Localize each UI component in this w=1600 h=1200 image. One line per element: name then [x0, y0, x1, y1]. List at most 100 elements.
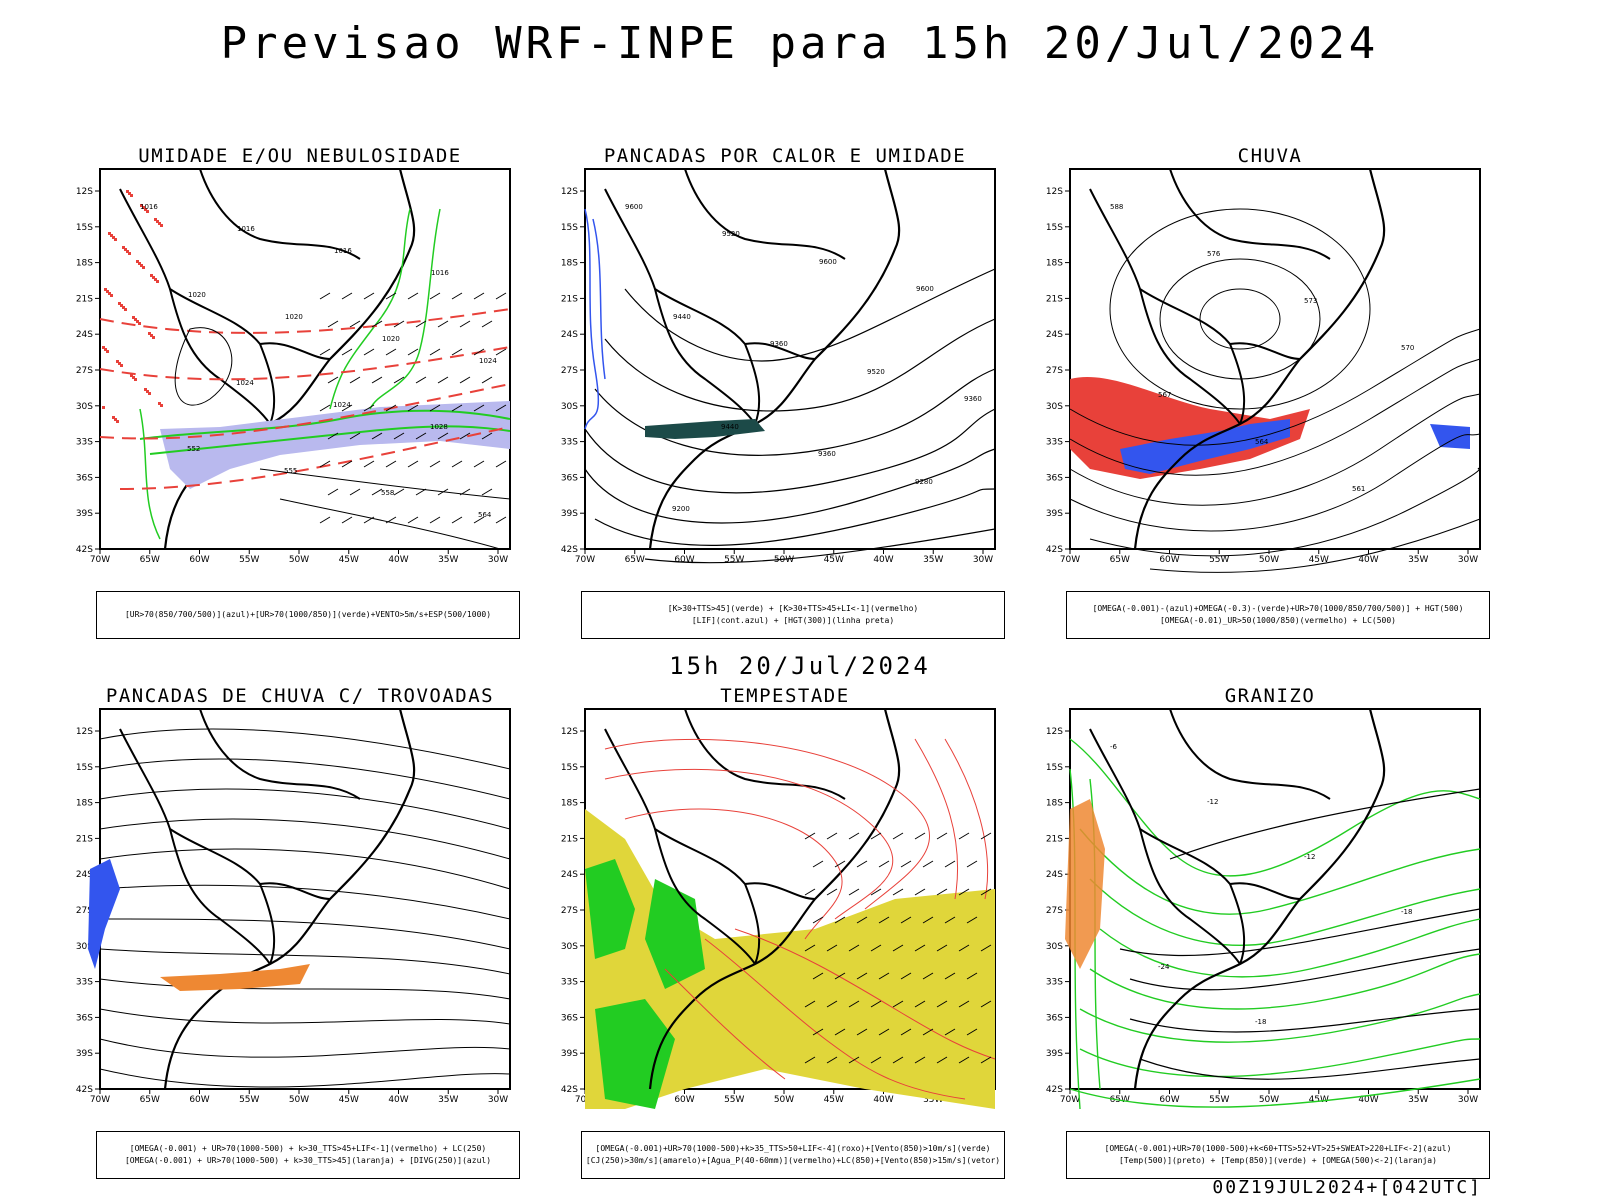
- border-path: [1169, 708, 1331, 800]
- wind-arrow: [459, 376, 471, 384]
- lon-label: 55W: [239, 1095, 259, 1105]
- lat-label: 15S: [561, 763, 578, 773]
- wind-arrow: [429, 516, 441, 524]
- wind-arrow: [327, 376, 339, 384]
- speckle: [114, 238, 117, 241]
- wind-arrow: [980, 944, 992, 952]
- speckle: [104, 288, 107, 291]
- wind-arrow: [451, 404, 463, 412]
- speckle: [156, 280, 159, 283]
- wind-arrow: [944, 860, 956, 868]
- wind-arrow: [804, 944, 816, 952]
- lat-label: 39S: [1046, 1049, 1063, 1059]
- legend-line: [K>30+TTS>45](verde) + [K>30+TTS>45+LI<-…: [667, 604, 919, 613]
- wind-arrow: [848, 832, 860, 840]
- wind-arrow: [495, 292, 507, 300]
- wind-arrow: [371, 488, 383, 496]
- speckle: [120, 304, 123, 307]
- lat-label: 12S: [76, 187, 93, 197]
- legend: [K>30+TTS>45](verde) + [K>30+TTS>45+LI<-…: [581, 591, 1005, 639]
- wind-arrow: [319, 460, 331, 468]
- coastline-path: [648, 708, 901, 1090]
- lon-label: 45W: [1309, 1095, 1329, 1105]
- omega-patch: [1430, 424, 1470, 449]
- coastline: [119, 168, 416, 550]
- wind-arrow: [804, 1000, 816, 1008]
- wind-arrow: [473, 460, 485, 468]
- wind-arrow: [437, 432, 449, 440]
- wind-arrow: [341, 292, 353, 300]
- lon-label: 65W: [140, 555, 160, 565]
- omega-patch: [1120, 419, 1290, 474]
- lon-label: 50W: [1259, 555, 1279, 565]
- contour-value: 1016: [431, 269, 449, 277]
- red-streamlines: [604, 738, 996, 1100]
- lon-label: 30W: [488, 555, 508, 565]
- border-path: [259, 882, 331, 900]
- contour-value: 564: [478, 511, 492, 519]
- border-path: [199, 708, 361, 800]
- contour-value: 9440: [721, 423, 739, 431]
- wind-arrow: [451, 516, 463, 524]
- wind-arrow: [385, 516, 397, 524]
- wind-arrow: [848, 1000, 860, 1008]
- speckle: [112, 236, 115, 239]
- lat-label: 24S: [1046, 330, 1063, 340]
- wind-arrow: [914, 1000, 926, 1008]
- lat-label: 42S: [1046, 1085, 1063, 1095]
- contour-value: -18: [1255, 1018, 1266, 1026]
- lat-label: 24S: [76, 870, 93, 880]
- wind-arrow: [495, 404, 507, 412]
- wind-arrow: [393, 432, 405, 440]
- isobar: [279, 498, 501, 550]
- wind-arrow: [481, 432, 493, 440]
- lon-label: 45W: [824, 1095, 844, 1105]
- wind-arrow: [407, 348, 419, 356]
- wind-arrow: [834, 916, 846, 924]
- coastline-path: [648, 168, 901, 550]
- lat-label: 36S: [1046, 1013, 1063, 1023]
- panel-title: PANCADAS POR CALOR E UMIDADE: [603, 145, 967, 167]
- lat-label: 33S: [1046, 978, 1063, 988]
- panel-trovoadas: PANCADAS DE CHUVA C/ TROVOADAS 12S 15S 18S…: [76, 685, 520, 1179]
- speckle: [106, 350, 109, 353]
- wind-arrow: [826, 944, 838, 952]
- lat-label: 30S: [76, 942, 93, 952]
- wind-arrow: [900, 972, 912, 980]
- contour-value: 9520: [867, 368, 885, 376]
- lat-label: 24S: [561, 330, 578, 340]
- lat-label: 42S: [561, 545, 578, 555]
- thickness-line: [99, 308, 511, 334]
- border-path: [1089, 188, 1246, 425]
- wind-arrow: [856, 1028, 868, 1036]
- speckle: [136, 320, 139, 323]
- streamlines: [99, 728, 511, 1088]
- isobar: [174, 327, 233, 406]
- lon-label: 35W: [438, 1095, 458, 1105]
- thickness-line: [99, 383, 511, 440]
- lon-label: 40W: [873, 555, 893, 565]
- lat-label: 27S: [1046, 906, 1063, 916]
- border-path: [744, 342, 816, 360]
- wind-arrow: [415, 488, 427, 496]
- coastline-path: [1133, 168, 1386, 550]
- wind-arrow: [878, 860, 890, 868]
- speckle: [140, 264, 143, 267]
- wind-arrow: [363, 404, 375, 412]
- speckle: [120, 364, 123, 367]
- contour-value: 9360: [964, 395, 982, 403]
- wind-arrow: [922, 916, 934, 924]
- lon-label: 35W: [923, 1095, 943, 1105]
- lat-label: 30S: [561, 402, 578, 412]
- contour-value: 1020: [285, 313, 303, 321]
- coastline: [119, 708, 416, 1090]
- wind-arrow: [393, 488, 405, 496]
- contour-value: 555: [284, 467, 297, 475]
- lat-label: 24S: [561, 870, 578, 880]
- wind-arrow: [415, 432, 427, 440]
- lon-label: 40W: [1358, 1095, 1378, 1105]
- border-path: [1229, 342, 1301, 360]
- green-contour: [139, 408, 161, 540]
